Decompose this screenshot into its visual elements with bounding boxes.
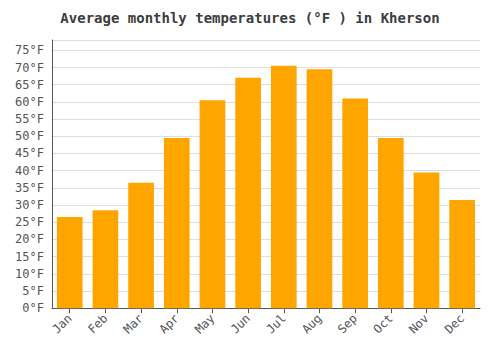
svg-text:Apr: Apr bbox=[156, 311, 181, 336]
svg-text:45°F: 45°F bbox=[15, 146, 44, 160]
svg-text:Jun: Jun bbox=[228, 311, 253, 336]
svg-text:Sep: Sep bbox=[335, 311, 360, 336]
svg-text:70°F: 70°F bbox=[15, 61, 44, 75]
svg-text:Dec: Dec bbox=[442, 311, 467, 336]
svg-text:May: May bbox=[192, 311, 217, 336]
svg-text:25°F: 25°F bbox=[15, 215, 44, 229]
svg-text:30°F: 30°F bbox=[15, 198, 44, 212]
svg-text:65°F: 65°F bbox=[15, 78, 44, 92]
svg-text:0°F: 0°F bbox=[22, 301, 44, 315]
svg-text:35°F: 35°F bbox=[15, 181, 44, 195]
svg-text:Feb: Feb bbox=[85, 311, 110, 336]
svg-text:60°F: 60°F bbox=[15, 95, 44, 109]
svg-text:Average monthly temperatures (: Average monthly temperatures (°F ) in Kh… bbox=[60, 10, 439, 26]
svg-text:5°F: 5°F bbox=[22, 284, 44, 298]
svg-text:55°F: 55°F bbox=[15, 112, 44, 126]
svg-text:Aug: Aug bbox=[299, 311, 324, 336]
svg-text:Jul: Jul bbox=[264, 311, 289, 336]
svg-text:Oct: Oct bbox=[371, 311, 396, 336]
svg-text:Nov: Nov bbox=[406, 311, 431, 336]
svg-text:50°F: 50°F bbox=[15, 129, 44, 143]
svg-text:10°F: 10°F bbox=[15, 267, 44, 281]
svg-text:Mar: Mar bbox=[121, 311, 146, 336]
svg-text:15°F: 15°F bbox=[15, 250, 44, 264]
svg-text:75°F: 75°F bbox=[15, 43, 44, 57]
svg-text:20°F: 20°F bbox=[15, 232, 44, 246]
svg-text:Jan: Jan bbox=[49, 311, 74, 336]
svg-text:40°F: 40°F bbox=[15, 164, 44, 178]
